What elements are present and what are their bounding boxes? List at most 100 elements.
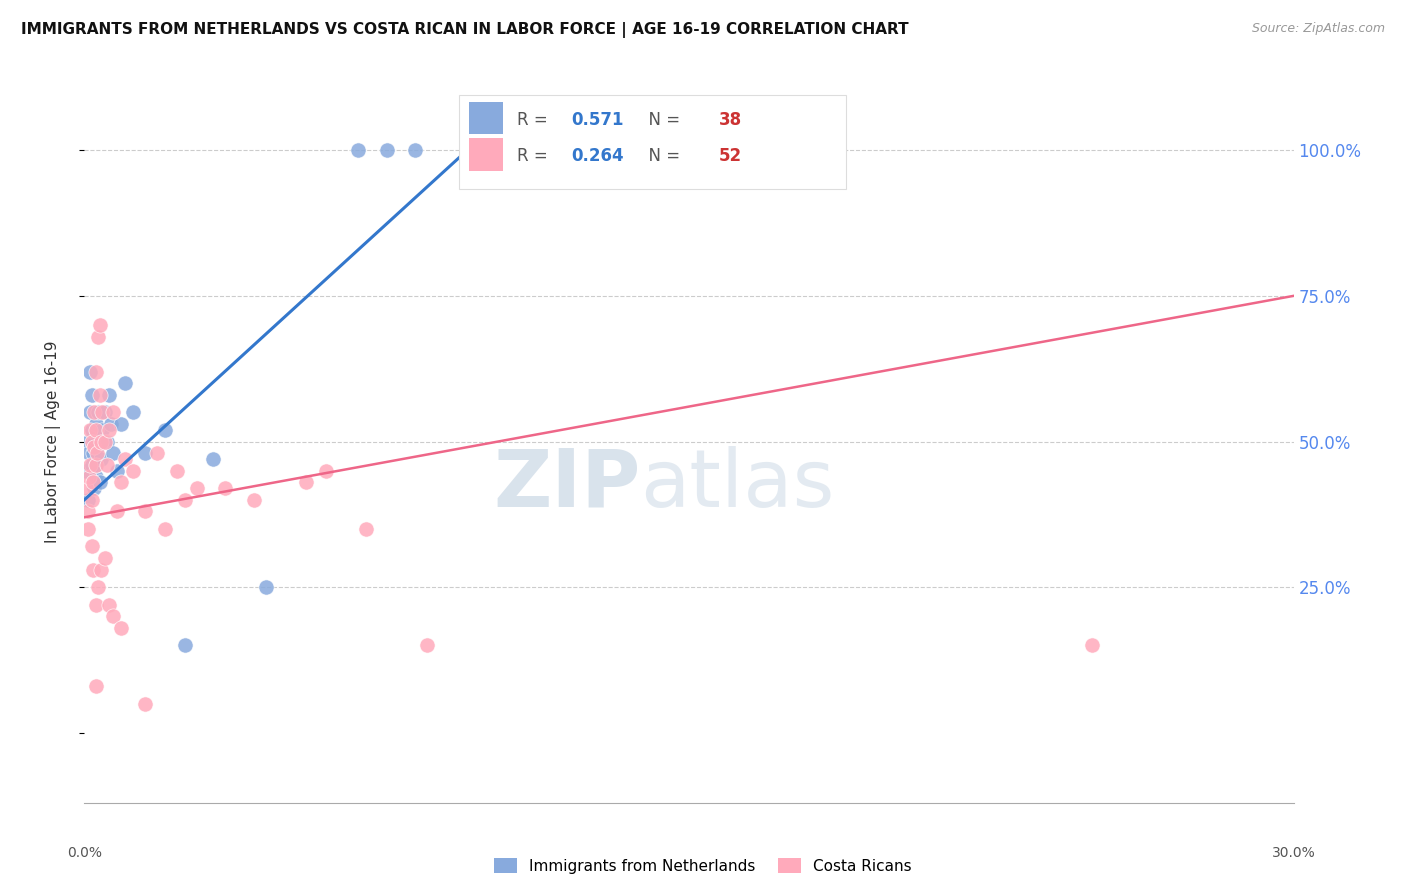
Point <box>86 441 108 455</box>
Text: R =: R = <box>517 147 553 165</box>
Point <box>90 563 112 577</box>
Point <box>83 434 105 449</box>
Point <box>75 481 97 495</box>
Text: IMMIGRANTS FROM NETHERLANDS VS COSTA RICAN IN LABOR FORCE | AGE 16-19 CORRELATIO: IMMIGRANTS FROM NETHERLANDS VS COSTA RIC… <box>21 22 908 38</box>
Point <box>86 458 108 472</box>
Point <box>101 609 124 624</box>
Point <box>77 446 100 460</box>
Point <box>89 318 111 332</box>
Point <box>82 423 104 437</box>
Point <box>174 639 197 653</box>
Text: Source: ZipAtlas.com: Source: ZipAtlas.com <box>1251 22 1385 36</box>
Point <box>97 423 120 437</box>
Point <box>80 388 103 402</box>
Text: 0.264: 0.264 <box>572 147 624 165</box>
Text: ZIP: ZIP <box>494 446 641 524</box>
Point <box>295 475 318 490</box>
Point <box>77 492 100 507</box>
Text: 0.0%: 0.0% <box>67 847 101 860</box>
Point <box>347 143 370 157</box>
Point <box>146 446 169 460</box>
Text: 52: 52 <box>720 147 742 165</box>
Point <box>254 580 277 594</box>
Point <box>134 504 156 518</box>
Point <box>101 405 124 419</box>
Point <box>114 452 136 467</box>
Point <box>86 679 108 693</box>
Point <box>1081 639 1104 653</box>
Point <box>91 405 114 419</box>
Point <box>76 504 98 518</box>
Point <box>86 458 108 472</box>
Point <box>110 417 132 431</box>
Point <box>86 417 108 431</box>
Point <box>87 580 110 594</box>
Point <box>105 464 128 478</box>
Text: N =: N = <box>638 111 686 129</box>
Point <box>76 434 98 449</box>
Point <box>110 621 132 635</box>
Point <box>86 423 108 437</box>
Text: N =: N = <box>638 147 686 165</box>
Point <box>96 434 118 449</box>
Text: atlas: atlas <box>641 446 835 524</box>
Point <box>214 481 236 495</box>
Point <box>93 405 115 419</box>
Text: R =: R = <box>517 111 553 129</box>
Text: 0.571: 0.571 <box>572 111 624 129</box>
Point <box>77 469 100 483</box>
Point <box>79 423 101 437</box>
Point <box>114 376 136 391</box>
Point <box>153 423 176 437</box>
FancyBboxPatch shape <box>468 138 503 170</box>
Point <box>82 446 104 460</box>
Legend: Immigrants from Netherlands, Costa Ricans: Immigrants from Netherlands, Costa Rican… <box>488 852 918 880</box>
Point <box>89 388 111 402</box>
Point <box>87 405 110 419</box>
Y-axis label: In Labor Force | Age 16-19: In Labor Force | Age 16-19 <box>45 340 60 543</box>
Point <box>89 475 111 490</box>
Point <box>80 434 103 449</box>
Point <box>315 464 337 478</box>
Point <box>90 434 112 449</box>
Point <box>242 492 264 507</box>
Point <box>82 492 104 507</box>
Text: 38: 38 <box>720 111 742 129</box>
Point <box>356 522 378 536</box>
Point <box>93 434 115 449</box>
Point <box>82 563 104 577</box>
Point <box>97 598 120 612</box>
Point <box>166 464 188 478</box>
Point <box>84 365 107 379</box>
Point <box>105 504 128 518</box>
Point <box>93 551 115 566</box>
Point <box>101 446 124 460</box>
Point <box>77 522 100 536</box>
FancyBboxPatch shape <box>468 102 503 135</box>
Point <box>97 388 120 402</box>
Point <box>110 475 132 490</box>
Point <box>83 441 105 455</box>
Point <box>80 540 103 554</box>
FancyBboxPatch shape <box>460 95 846 189</box>
Point <box>202 452 225 467</box>
Point <box>82 475 104 490</box>
Point <box>90 452 112 467</box>
Point <box>91 423 114 437</box>
Point <box>174 492 197 507</box>
Point <box>416 639 439 653</box>
Point <box>134 446 156 460</box>
Point <box>83 481 105 495</box>
Point <box>75 464 97 478</box>
Point <box>84 469 107 483</box>
Point <box>87 329 110 343</box>
Point <box>153 522 176 536</box>
Point <box>79 405 101 419</box>
Point <box>121 405 143 419</box>
Point <box>100 417 122 431</box>
Point <box>404 143 426 157</box>
Point <box>79 365 101 379</box>
Point <box>86 446 108 460</box>
Point <box>375 143 398 157</box>
Point <box>79 458 101 472</box>
